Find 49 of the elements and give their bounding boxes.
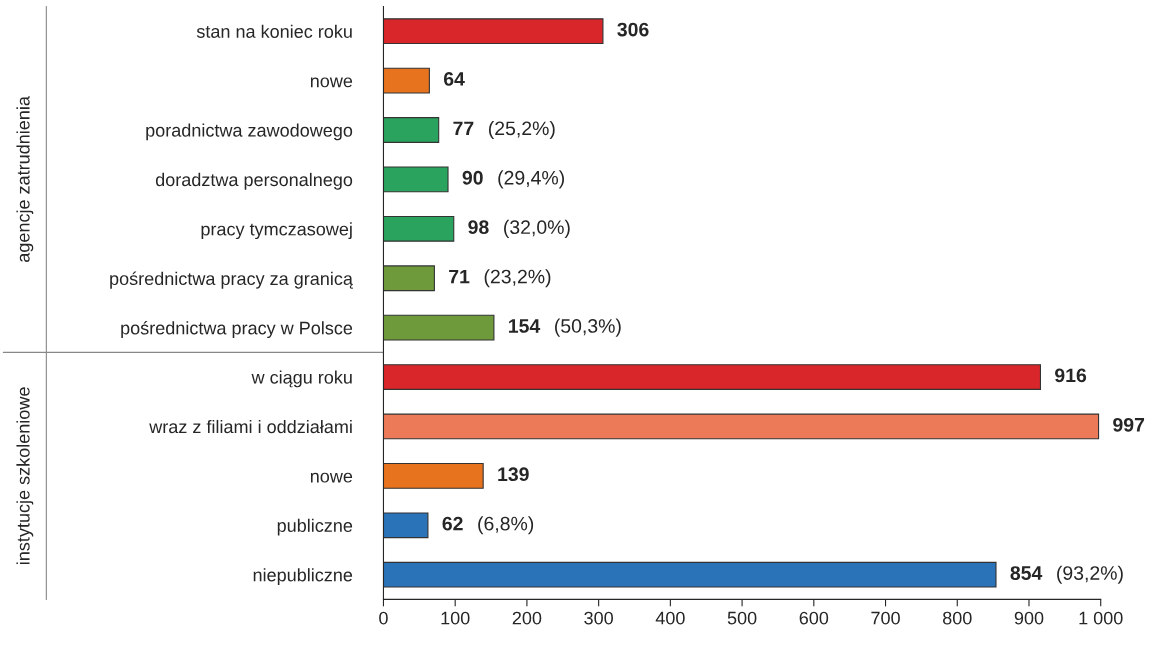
data-label: 71 (23,2%) — [449, 269, 551, 288]
y-tick-label: poradnictwa zawodowego — [146, 123, 353, 141]
bar — [383, 364, 1042, 390]
y-tick-label: wraz z filiami i oddziałami — [149, 419, 352, 434]
data-label: 62 (6,8%) — [442, 516, 534, 535]
data-label: 997 — [1113, 417, 1145, 432]
data-label: 854 (93,2%) — [1010, 565, 1123, 584]
text: agencje zatrudnienia — [16, 96, 34, 262]
data-label: 64 — [443, 72, 465, 86]
text: instytucje szkoleniowe — [16, 387, 34, 564]
y-tick-label: nowe — [310, 472, 353, 483]
x-tick-label: 600 — [799, 611, 829, 625]
x-tick-label: 900 — [1014, 611, 1044, 625]
data-label: 154 (50,3%) — [509, 318, 621, 337]
bar — [383, 166, 449, 193]
y-tick-label: nowe — [310, 77, 353, 88]
x-tick-label: 500 — [727, 611, 757, 625]
x-tick-label: 400 — [655, 611, 685, 625]
x-tick-label: 0 — [379, 611, 388, 625]
bar — [383, 117, 440, 143]
data-label: 77 (25,2%) — [453, 120, 555, 140]
x-tick-label: 700 — [871, 611, 900, 625]
y-tick-label: pośrednictwa pracy w Polsce — [121, 321, 353, 339]
data-label: 139 — [498, 467, 529, 482]
x-tick-label: 200 — [512, 611, 542, 625]
y-tick-label: w ciągu roku — [251, 370, 352, 388]
y-tick-label: stan na koniec roku — [196, 24, 352, 38]
y-tick-label: niepubliczne — [253, 568, 353, 585]
x-tick-label: 800 — [942, 611, 972, 625]
y-tick-label: doradztwa personalnego — [155, 172, 353, 190]
bar — [383, 18, 604, 45]
bar — [383, 512, 429, 539]
y-tick-label: pośrednictwa pracy za granicą — [110, 271, 353, 289]
bar — [383, 413, 1100, 440]
bar — [383, 462, 484, 489]
data-label: 916 — [1055, 368, 1087, 383]
y-tick-label: pracy tymczasowej — [201, 222, 352, 240]
x-tick-label: 300 — [584, 611, 613, 625]
data-label: 90 (29,4%) — [462, 170, 564, 189]
data-label: 98 (32,0%) — [468, 219, 570, 238]
x-tick-label: 1 000 — [1079, 611, 1123, 625]
x-tick-label: 100 — [441, 611, 470, 625]
bar — [383, 265, 435, 292]
bar — [383, 314, 495, 341]
bar — [383, 561, 997, 588]
y-tick-label: publiczne — [277, 518, 353, 536]
bar — [383, 215, 455, 242]
data-label: 306 — [617, 22, 649, 37]
bar — [383, 67, 430, 94]
